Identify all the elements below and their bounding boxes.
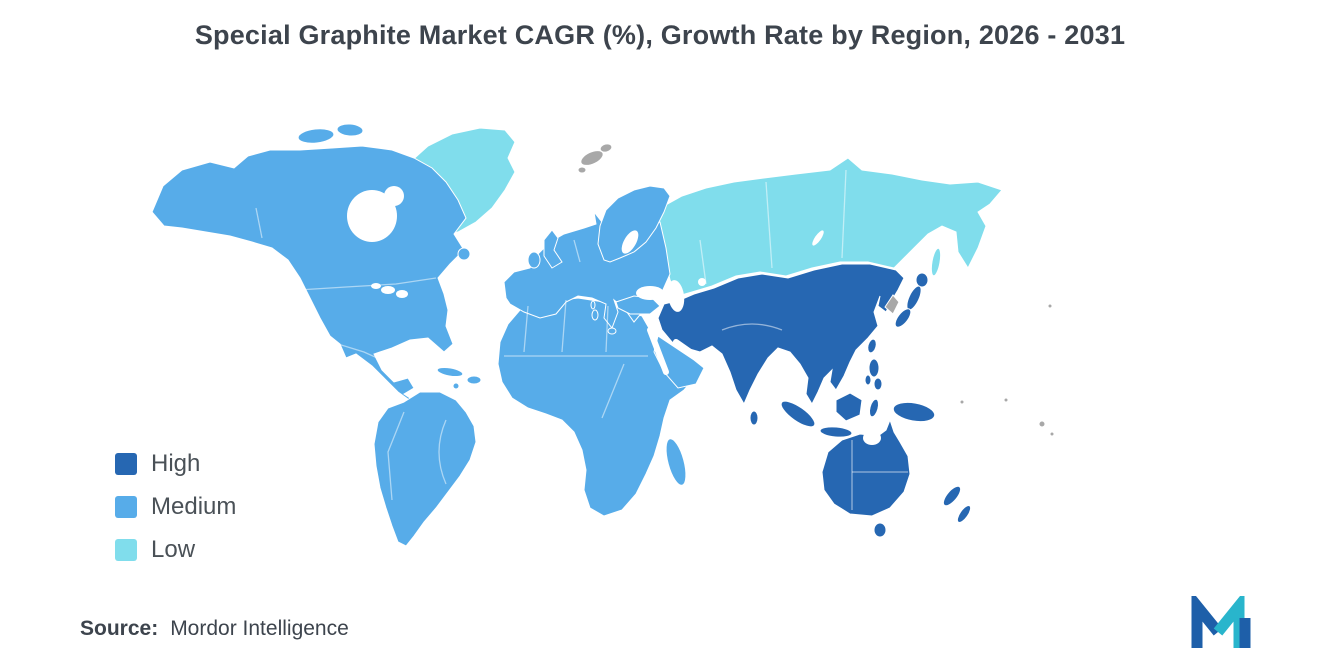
philippines-island — [864, 374, 872, 386]
legend-label-low: Low — [151, 536, 196, 563]
japan-kyushu — [894, 308, 912, 328]
great-britain-island — [543, 229, 563, 269]
legend-swatch-medium — [115, 496, 137, 518]
gulf-of-carpentaria — [863, 431, 881, 445]
cuba-island — [436, 366, 464, 378]
new-zealand-south — [956, 504, 972, 524]
source-value: Mordor Intelligence — [170, 617, 349, 640]
hudson-bay — [347, 190, 397, 242]
legend-item-high: High — [115, 450, 236, 478]
logo-left-stroke — [1191, 596, 1223, 648]
svalbard-island — [577, 166, 587, 174]
pacific-island — [959, 399, 965, 405]
sri-lanka-island — [749, 410, 759, 426]
hispaniola-island — [466, 375, 482, 385]
caspian-sea — [667, 280, 685, 312]
svalbard-island — [599, 143, 613, 153]
sardinia-island — [591, 309, 599, 321]
arctic-island — [297, 128, 335, 144]
africa — [497, 297, 697, 517]
great-australian-bight — [833, 514, 857, 524]
taiwan-island — [867, 338, 877, 354]
svalbard-island — [580, 150, 604, 166]
lake-baikal — [812, 230, 824, 246]
legend-label-high: High — [151, 450, 201, 477]
ireland-island — [527, 251, 541, 269]
new-guinea-island — [892, 401, 936, 423]
regions-low — [397, 127, 1003, 297]
pacific-island — [1038, 420, 1046, 428]
borneo-island — [835, 392, 863, 422]
asia-mainland — [657, 263, 905, 406]
legend-label-medium: Medium — [151, 493, 237, 520]
black-sea — [636, 286, 664, 300]
arctic-island — [336, 123, 364, 137]
corsica-island — [590, 300, 596, 310]
japan-honshu — [906, 285, 922, 311]
aral-sea — [698, 278, 706, 286]
legend-swatch-high — [115, 453, 137, 475]
newfoundland-island — [457, 247, 471, 261]
water-overlays — [347, 186, 881, 524]
legend-item-low: Low — [115, 536, 236, 564]
pacific-island — [1003, 397, 1009, 403]
tasmania-island — [873, 522, 887, 538]
mordor-intelligence-logo — [1191, 596, 1251, 648]
legend-item-medium: Medium — [115, 493, 236, 521]
australia — [821, 418, 911, 517]
sulawesi-island — [868, 398, 880, 418]
north-america — [151, 145, 467, 411]
sicily-island — [607, 327, 617, 335]
logo-right-stroke — [1213, 596, 1245, 648]
pacific-island — [1047, 303, 1053, 309]
russia-central-asia — [657, 157, 1003, 297]
sumatra-island — [780, 400, 816, 428]
great-lake — [381, 286, 395, 294]
country-borders — [255, 169, 908, 510]
philippines-luzon — [868, 358, 880, 378]
persian-gulf — [673, 339, 699, 359]
turkey — [615, 295, 661, 315]
baltic-sea — [621, 230, 639, 254]
regions-high — [657, 263, 972, 538]
source-line: Source: Mordor Intelligence — [80, 617, 349, 641]
chart-title: Special Graphite Market CAGR (%), Growth… — [194, 20, 1126, 50]
hudson-bay-lobe — [384, 186, 404, 206]
legend: High Medium Low — [115, 450, 236, 579]
jamaica-island — [452, 382, 460, 390]
korea-peninsula — [884, 294, 900, 315]
source-label: Source: — [80, 617, 159, 640]
arabian-peninsula — [653, 335, 705, 389]
new-zealand-north — [942, 485, 962, 507]
great-lake — [396, 290, 408, 298]
red-sea — [647, 327, 669, 375]
japan-hokkaido — [915, 272, 929, 288]
scandinavia — [597, 185, 671, 263]
philippines-mindanao — [873, 377, 883, 391]
pacific-island — [1049, 431, 1055, 437]
java-island — [819, 426, 853, 438]
madagascar-island — [665, 438, 687, 486]
regions-no-data — [577, 143, 1055, 437]
sakhalin-island — [930, 247, 942, 277]
legend-swatch-low — [115, 539, 137, 561]
south-america — [373, 391, 477, 547]
